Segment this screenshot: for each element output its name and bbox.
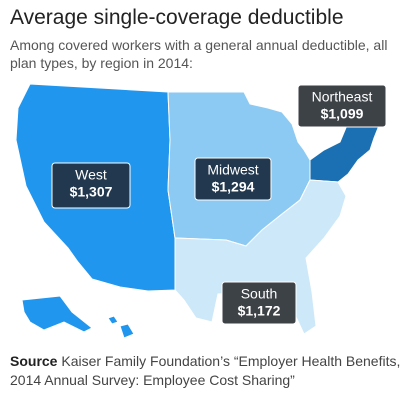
- label-box: [297, 84, 387, 128]
- source-note: Source Kaiser Family Foundation’s “Emplo…: [10, 352, 410, 390]
- value-label: $1,099: [321, 106, 364, 122]
- value-label: $1,172: [238, 303, 281, 319]
- label-box: [51, 162, 131, 209]
- chart-title: Average single-coverage deductible: [10, 6, 344, 29]
- region: [174, 179, 347, 335]
- chart-subtitle: Among covered workers with a general ann…: [10, 37, 388, 71]
- region-name: Northeast: [312, 89, 373, 105]
- map: West$1,307 Midwest$1,294 Northeast$1,099 So…: [15, 83, 387, 339]
- source-text: Kaiser Family Foundation’s “Employer Hea…: [10, 353, 401, 388]
- region: [107, 315, 135, 339]
- source-label: Source: [10, 353, 58, 369]
- value-label: $1,294: [212, 179, 255, 195]
- region: [21, 295, 93, 333]
- region-name: South: [241, 286, 278, 302]
- region-name: Midwest: [207, 162, 258, 178]
- region-name: West: [75, 167, 107, 183]
- value-label: $1,307: [70, 184, 113, 200]
- label-box: [194, 157, 272, 201]
- label-box: [221, 281, 297, 325]
